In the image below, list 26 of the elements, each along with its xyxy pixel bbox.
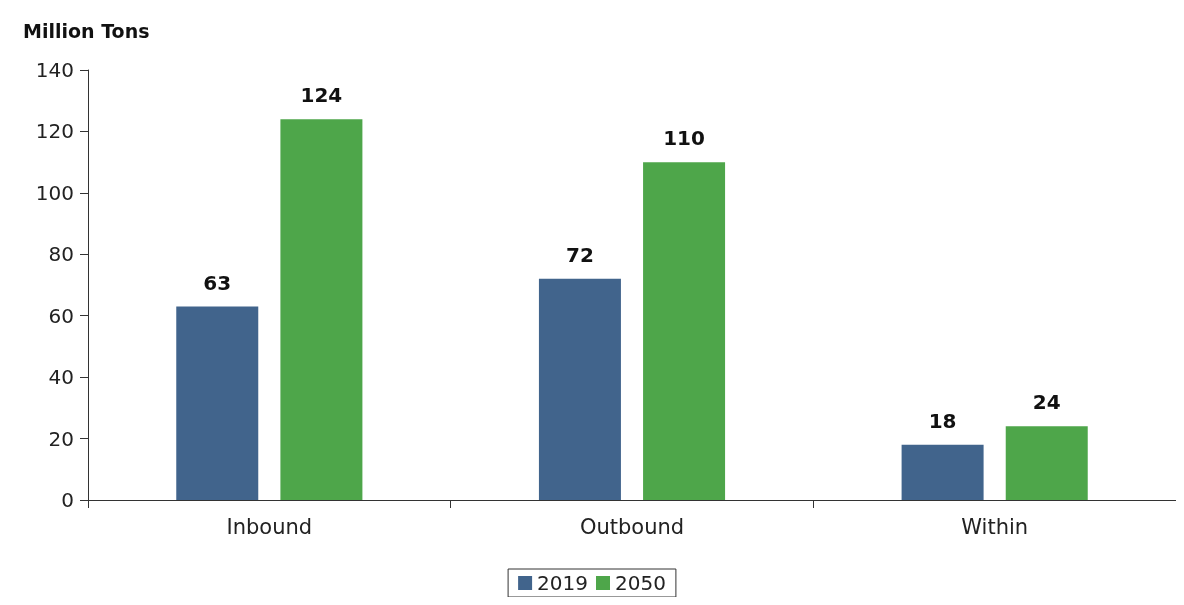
bar [176, 306, 259, 500]
x-tick-label: Within [961, 514, 1029, 539]
data-label: 24 [1032, 390, 1061, 415]
y-axis-title: Million Tons [23, 19, 150, 42]
bar [280, 119, 363, 500]
y-tick-label: 40 [48, 365, 74, 390]
legend-label: 2019 [537, 571, 589, 595]
y-tick-label: 120 [35, 119, 74, 144]
x-tick-label: Outbound [579, 514, 685, 539]
y-tick-label: 20 [48, 426, 74, 451]
y-tick-label: 60 [48, 303, 74, 328]
y-tick-label: 80 [48, 242, 74, 267]
data-label: 124 [300, 83, 343, 108]
data-label: 110 [663, 126, 705, 151]
bar [901, 444, 984, 500]
y-tick-label: 0 [61, 488, 74, 512]
data-label: 72 [566, 242, 594, 267]
legend-label: 2050 [615, 571, 666, 595]
y-tick-label: 140 [35, 58, 74, 82]
bar [1005, 426, 1088, 500]
bar [538, 278, 621, 500]
data-label: 63 [203, 270, 232, 295]
data-label: 18 [928, 408, 957, 433]
y-tick-label: 100 [35, 180, 74, 205]
bar [643, 162, 726, 500]
x-tick-label: Inbound [226, 514, 313, 539]
